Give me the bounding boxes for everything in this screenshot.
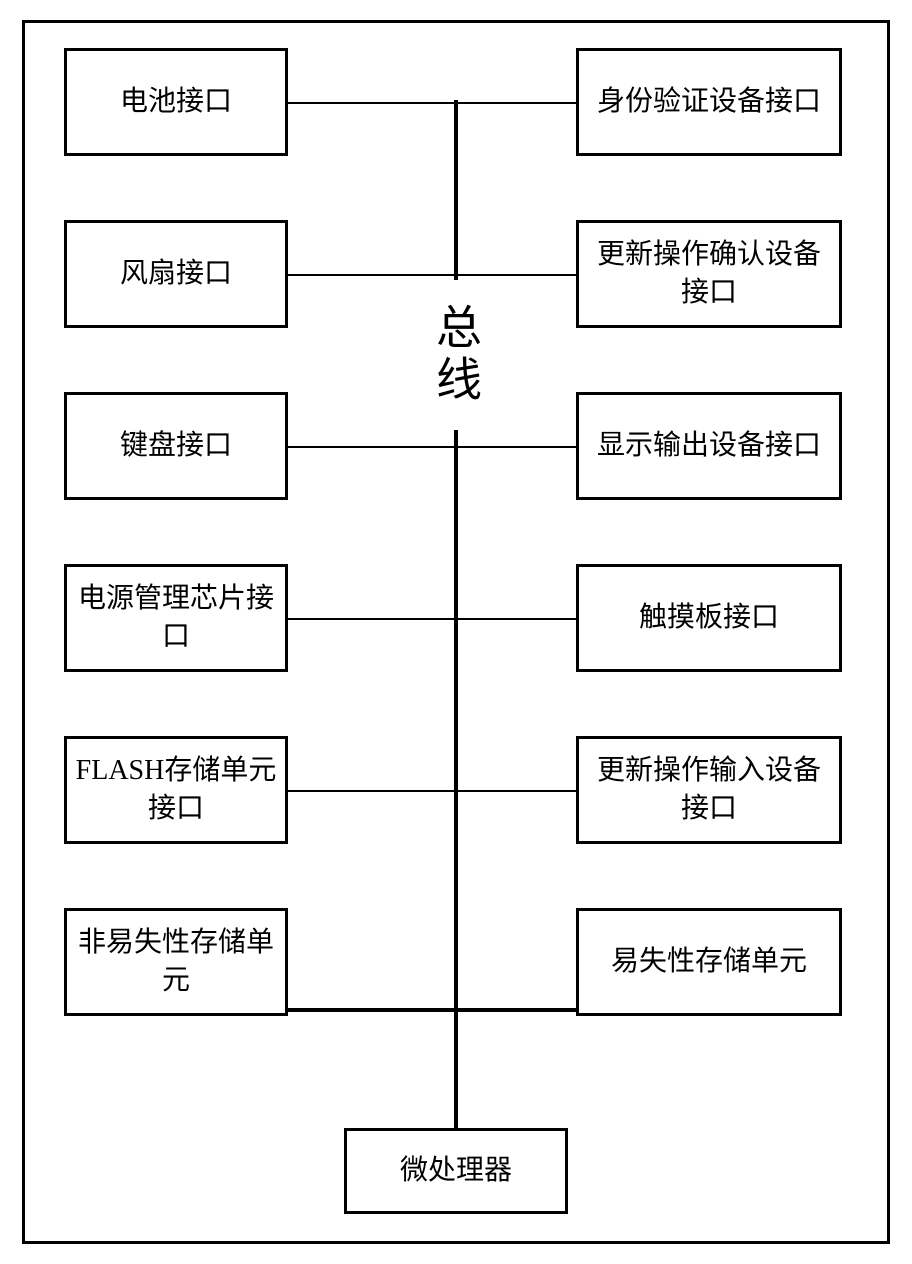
node-label: 易失性存储单元 [611,943,807,981]
bus-horizontal [288,1008,576,1012]
node-vram: 易失性存储单元 [576,908,842,1016]
node-auth: 身份验证设备接口 [576,48,842,156]
node-label: 微处理器 [400,1152,512,1190]
connector [288,102,458,104]
diagram-canvas: 总线 电池接口风扇接口键盘接口电源管理芯片接口 FLASH存储单元接口非易失性存储… [0,0,912,1264]
connector [288,274,458,276]
node-update-in: 更新操作输入设备接口 [576,736,842,844]
bus-vertical [454,100,458,1128]
connector [288,618,458,620]
node-update-conf: 更新操作确认设备接口 [576,220,842,328]
connector [454,790,576,792]
bus-label-text: 总线 [422,303,488,407]
node-nvram: 非易失性存储单元 [64,908,288,1016]
node-label: 电源管理芯片接口 [73,580,279,656]
node-label: 触摸板接口 [639,599,779,637]
node-mcu: 微处理器 [344,1128,568,1214]
connector [288,446,458,448]
bus-label: 总线 [420,280,490,430]
node-flash: FLASH存储单元接口 [64,736,288,844]
node-label: 键盘接口 [120,427,232,465]
node-label: 电池接口 [120,83,232,121]
node-label: 风扇接口 [120,255,232,293]
connector [454,274,576,276]
connector [454,618,576,620]
node-fan: 风扇接口 [64,220,288,328]
connector [454,446,576,448]
node-label: FLASH存储单元接口 [73,752,279,828]
connector [288,790,458,792]
node-label: 身份验证设备接口 [597,83,821,121]
node-touchpad: 触摸板接口 [576,564,842,672]
node-label: 更新操作输入设备接口 [585,752,833,828]
node-label: 更新操作确认设备接口 [585,236,833,312]
node-display: 显示输出设备接口 [576,392,842,500]
node-pmic: 电源管理芯片接口 [64,564,288,672]
node-label: 非易失性存储单元 [73,924,279,1000]
connector [454,102,576,104]
node-label: 显示输出设备接口 [597,427,821,465]
node-battery: 电池接口 [64,48,288,156]
node-keyboard: 键盘接口 [64,392,288,500]
